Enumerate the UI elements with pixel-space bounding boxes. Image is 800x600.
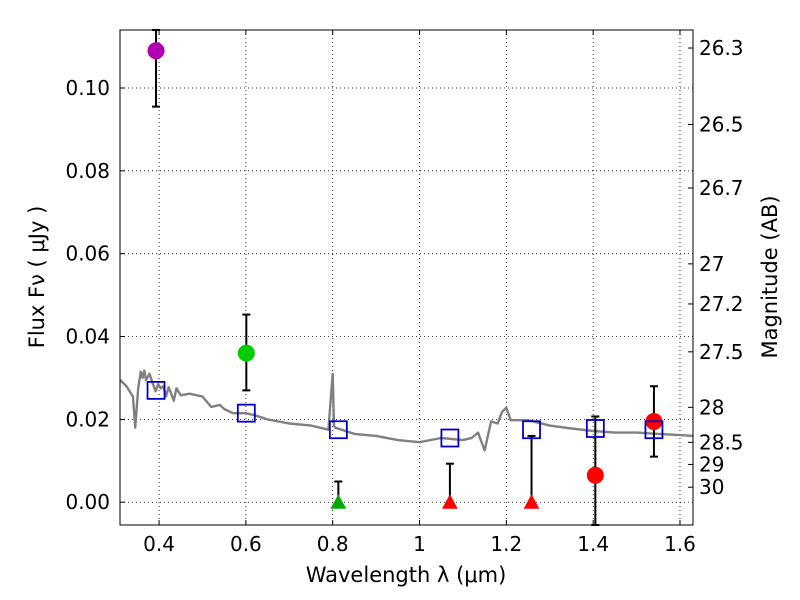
model-flux-square xyxy=(236,403,256,423)
x-tick-label: 1.6 xyxy=(664,532,696,556)
upper-limit-marker xyxy=(442,494,458,509)
model-flux-square xyxy=(522,420,541,440)
y2-axis-label: Magnitude (AB) xyxy=(758,195,782,358)
magnitude-tick-label: 29 xyxy=(699,452,724,476)
model-flux-square xyxy=(585,419,605,438)
data-markers xyxy=(146,42,664,509)
magnitude-tick-label: 28 xyxy=(699,395,724,419)
upper-limit-marker xyxy=(330,494,347,509)
model-flux-square xyxy=(328,420,348,440)
y-tick-label: 0.02 xyxy=(65,407,110,431)
y-tick-label: 0.08 xyxy=(65,159,110,183)
y-tick-label: 0.10 xyxy=(65,76,110,100)
x-tick-label: 0.8 xyxy=(317,532,349,556)
x-axis-label: Wavelength λ (μm) xyxy=(306,563,507,587)
x-tick-label: 0.6 xyxy=(230,532,262,556)
tick-labels: 0.4 0.6 0.8 1 1.2 1.4 1.6 0.00 0.02 0.04 0.06 0.08 0… xyxy=(65,36,743,556)
x-tick-label: 0.4 xyxy=(143,532,175,556)
magnitude-tick-label: 27.2 xyxy=(699,292,744,316)
x-tick-label: 1.4 xyxy=(577,532,609,556)
flux-point xyxy=(237,344,255,362)
model-spectrum-layer xyxy=(119,369,694,452)
magnitude-tick-label: 26.5 xyxy=(699,112,744,136)
x-tick-label: 1.2 xyxy=(490,532,522,556)
magnitude-tick-label: 30 xyxy=(699,475,724,499)
model-flux-square xyxy=(644,420,664,440)
grid-lines xyxy=(120,30,693,525)
spectrum-line xyxy=(119,369,694,452)
flux-point xyxy=(586,466,604,484)
error-bars xyxy=(152,29,658,526)
x-tick-label: 1 xyxy=(413,532,426,556)
y-axis-label: Flux Fν ( μJy ) xyxy=(25,206,49,349)
magnitude-tick-label: 27.5 xyxy=(699,340,744,364)
model-flux-square xyxy=(146,380,166,400)
magnitude-tick-label: 28.5 xyxy=(699,430,744,454)
plot-frame xyxy=(119,29,694,526)
flux-point xyxy=(147,42,165,60)
model-flux-square xyxy=(440,428,460,448)
axis-ticks xyxy=(120,30,693,525)
magnitude-tick-label: 26.7 xyxy=(699,176,744,200)
magnitude-tick-label: 26.3 xyxy=(699,36,744,60)
magnitude-tick-label: 27 xyxy=(699,252,724,276)
y-tick-label: 0.04 xyxy=(65,325,110,349)
y-tick-label: 0.06 xyxy=(65,242,110,266)
y-tick-label: 0.00 xyxy=(65,490,110,514)
upper-limit-marker xyxy=(523,494,540,509)
